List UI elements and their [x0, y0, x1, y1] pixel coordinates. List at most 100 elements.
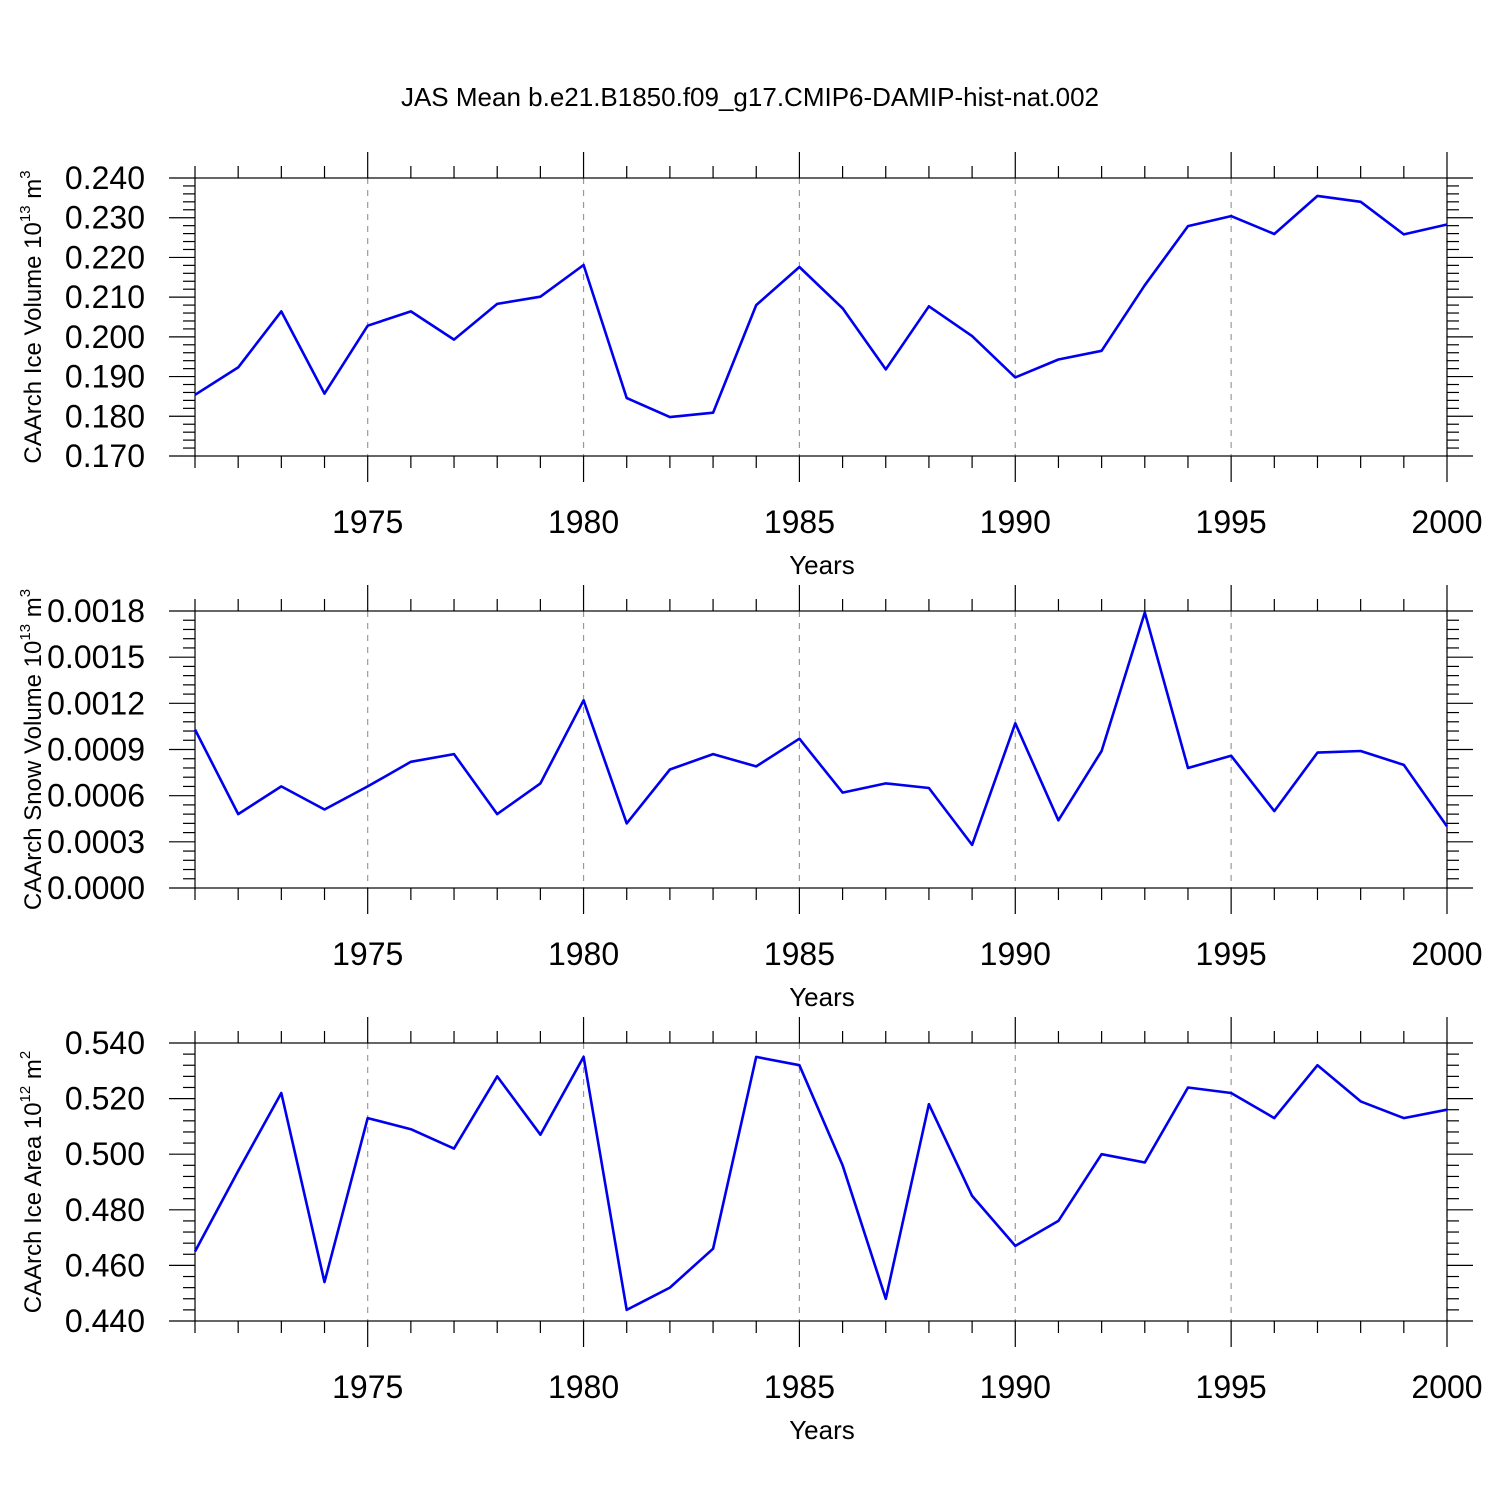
data-point	[971, 335, 973, 337]
data-point	[1144, 284, 1146, 286]
x-axis-label: Years	[789, 550, 855, 580]
data-point	[410, 761, 412, 763]
data-point	[798, 738, 800, 740]
x-tick-label: 2000	[1411, 936, 1482, 972]
panel-snow-volume: 0.0000 0.0003 0.0006 0.0009 0.0012 0.0015 0.00…	[17, 585, 1483, 1012]
data-point	[1446, 825, 1448, 827]
x-tick-label: 1985	[764, 936, 835, 972]
data-point	[1014, 722, 1016, 724]
data-point	[367, 325, 369, 327]
plot-frame	[194, 1042, 1448, 1322]
data-point	[1101, 350, 1103, 352]
chart-title: JAS Mean b.e21.B1850.f09_g17.CMIP6-DAMIP…	[401, 82, 1099, 112]
data-point	[539, 296, 541, 298]
y-tick-label: 0.230	[65, 200, 145, 236]
data-point	[496, 303, 498, 305]
data-point	[798, 266, 800, 268]
data-point	[1014, 376, 1016, 378]
data-point	[1230, 1092, 1232, 1094]
data-point	[885, 782, 887, 784]
x-tick-label: 1995	[1196, 936, 1267, 972]
data-point	[194, 394, 196, 396]
y-tick-label: 0.220	[65, 239, 145, 275]
data-point	[1144, 612, 1146, 614]
data-point	[798, 1064, 800, 1066]
data-point	[539, 782, 541, 784]
data-point	[1230, 215, 1232, 217]
data-point	[194, 1251, 196, 1252]
data-point	[1446, 1109, 1448, 1111]
data-point	[971, 844, 973, 846]
data-point	[755, 304, 757, 306]
data-point	[583, 1056, 585, 1058]
data-point	[1360, 750, 1362, 752]
x-tick-label: 2000	[1411, 504, 1482, 540]
data-point	[928, 1103, 930, 1105]
data-point	[669, 416, 671, 418]
x-tick-label: 1995	[1196, 1369, 1267, 1405]
data-point	[1316, 752, 1318, 754]
x-tick-label: 1980	[548, 1369, 619, 1405]
data-point	[1101, 1153, 1103, 1155]
data-point	[626, 822, 628, 824]
data-point	[1316, 195, 1318, 197]
data-point	[237, 813, 239, 815]
data-point	[712, 1248, 714, 1250]
plot-frame	[194, 177, 1448, 457]
data-point	[410, 310, 412, 312]
data-point	[237, 366, 239, 368]
data-point	[1273, 1117, 1275, 1119]
y-axis-label: CAArch Ice Area 1012 m2	[17, 1051, 47, 1313]
data-point	[1316, 1064, 1318, 1066]
data-point	[1187, 1086, 1189, 1088]
x-axis-label: Years	[789, 1415, 855, 1445]
data-point	[453, 753, 455, 755]
x-tick-label: 1995	[1196, 504, 1267, 540]
data-point	[1403, 764, 1405, 766]
y-axis-label: CAArch Ice Volume 1013 m3	[17, 170, 47, 463]
data-point	[1057, 819, 1059, 821]
data-point	[194, 728, 196, 730]
data-point	[1403, 233, 1405, 235]
data-point	[280, 310, 282, 312]
y-tick-label: 0.440	[65, 1303, 145, 1339]
data-point	[1187, 767, 1189, 769]
data-point	[324, 393, 326, 395]
y-tick-label: 0.0015	[47, 639, 145, 675]
data-point	[1446, 223, 1448, 225]
y-tick-label: 0.190	[65, 359, 145, 395]
data-point	[583, 699, 585, 701]
x-tick-label: 1985	[764, 504, 835, 540]
data-point	[842, 792, 844, 794]
y-tick-label: 0.170	[65, 438, 145, 474]
data-point	[410, 1128, 412, 1130]
data-point	[367, 785, 369, 787]
y-tick-label: 0.0018	[47, 593, 145, 629]
y-tick-label: 0.180	[65, 398, 145, 434]
data-point	[1273, 233, 1275, 235]
series-line	[193, 611, 1449, 847]
data-point	[583, 264, 585, 266]
data-point	[669, 1287, 671, 1289]
data-point	[971, 1195, 973, 1197]
x-tick-label: 2000	[1411, 1369, 1482, 1405]
data-point	[1230, 755, 1232, 757]
x-tick-label: 1990	[980, 504, 1051, 540]
data-point	[1360, 1100, 1362, 1102]
series-line	[194, 194, 1448, 419]
y-tick-label: 0.460	[65, 1247, 145, 1283]
x-tick-label: 1985	[764, 1369, 835, 1405]
y-tick-label: 0.500	[65, 1136, 145, 1172]
y-tick-label: 0.0006	[47, 778, 145, 814]
y-tick-label: 0.240	[65, 160, 145, 196]
data-point	[1144, 1162, 1146, 1164]
data-point	[1403, 1117, 1405, 1119]
data-point	[885, 368, 887, 370]
data-point	[496, 813, 498, 815]
data-point	[367, 1117, 369, 1119]
y-tick-label: 0.520	[65, 1081, 145, 1117]
data-point	[496, 1075, 498, 1077]
data-point	[626, 397, 628, 399]
